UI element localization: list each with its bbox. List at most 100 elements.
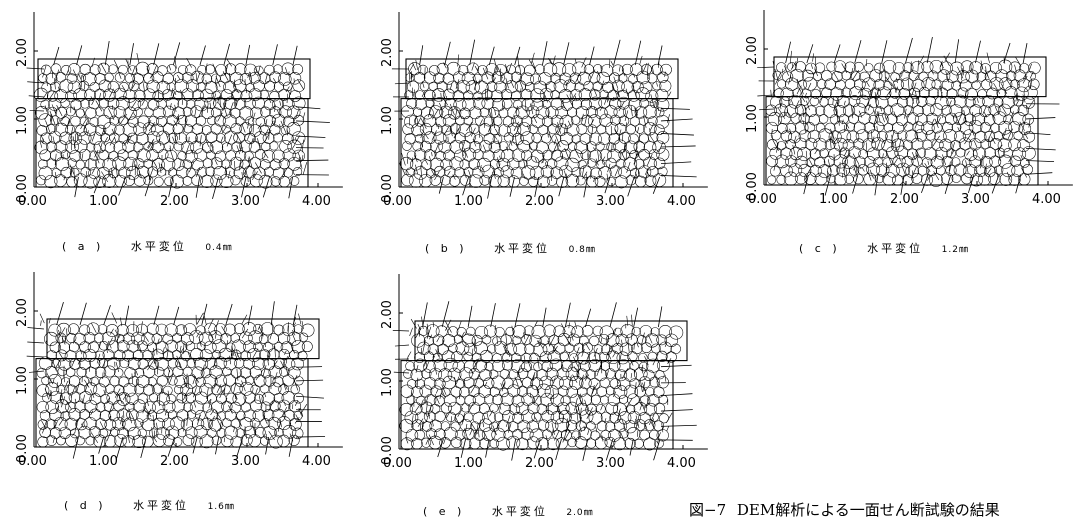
particle: [539, 87, 553, 101]
particle: [498, 402, 512, 416]
particle: [594, 176, 606, 187]
particle: [638, 148, 650, 161]
contact-force-line: [993, 82, 1001, 94]
specimen-assembly: [392, 301, 697, 461]
boundary-force-line: [905, 37, 913, 64]
particle: [984, 165, 996, 178]
boundary-force-line: [241, 176, 247, 198]
particle: [644, 333, 660, 348]
particle: [431, 123, 443, 136]
contact-force-line: [46, 372, 54, 385]
particle: [489, 386, 500, 397]
particle: [222, 114, 237, 129]
particle: [521, 377, 534, 389]
particle: [562, 63, 577, 78]
particle: [482, 410, 497, 425]
particle: [414, 352, 426, 364]
side-force-line: [660, 107, 690, 110]
particle: [432, 97, 446, 111]
contact-force-line: [131, 65, 136, 77]
particle: [450, 421, 461, 432]
particle: [598, 132, 611, 145]
particle: [580, 114, 593, 127]
contact-force-line: [247, 71, 250, 78]
boundary-force-line: [1022, 43, 1028, 64]
particle: [609, 114, 621, 126]
particle: [517, 368, 529, 380]
particle: [635, 124, 645, 134]
particle: [438, 368, 453, 383]
contact-force-line: [265, 119, 268, 127]
particle: [197, 65, 207, 75]
boundary-force-line: [583, 176, 588, 198]
particle: [419, 384, 433, 398]
contact-force-line: [73, 106, 78, 116]
particle: [588, 351, 601, 364]
particle: [885, 129, 899, 144]
particle: [521, 353, 532, 364]
particle: [548, 334, 560, 346]
contact-force-line: [161, 79, 163, 84]
particle: [114, 349, 126, 362]
contact-force-line: [233, 79, 236, 88]
contact-force-line: [867, 104, 871, 111]
particle: [233, 79, 247, 93]
particle: [858, 112, 871, 125]
particle: [770, 130, 782, 141]
particle: [892, 79, 904, 91]
contact-force-line: [475, 374, 480, 385]
contact-force-line: [268, 98, 272, 104]
particle: [247, 348, 261, 362]
particle: [600, 411, 612, 423]
contact-force-line: [94, 151, 100, 164]
contact-force-line: [42, 138, 44, 143]
particle: [881, 139, 895, 153]
figure-number: 図−7: [689, 501, 727, 519]
particle: [119, 357, 130, 368]
contact-force-line: [575, 347, 580, 358]
particle: [273, 64, 283, 75]
particle: [805, 105, 817, 117]
contact-force-line: [409, 327, 413, 336]
particle: [934, 95, 949, 110]
particle: [65, 90, 78, 103]
contact-force-line: [633, 342, 635, 350]
particle: [110, 426, 120, 437]
particle: [85, 435, 95, 446]
side-force-line: [660, 118, 693, 122]
particle: [177, 98, 188, 109]
contact-force-line: [477, 428, 480, 438]
particle: [259, 159, 271, 170]
contact-force-line: [907, 79, 910, 92]
contact-force-line: [841, 89, 845, 95]
contact-force-line: [432, 108, 439, 120]
particle: [577, 159, 587, 169]
contact-force-line: [562, 414, 564, 424]
particle: [248, 88, 262, 101]
contact-force-line: [56, 382, 58, 390]
contact-force-line: [217, 95, 221, 104]
particle: [550, 114, 564, 128]
contact-force-line: [877, 111, 880, 117]
contact-force-line: [876, 126, 878, 132]
contact-force-line: [135, 370, 138, 376]
contact-force-line: [172, 136, 175, 143]
contact-force-line: [77, 357, 82, 365]
contact-force-line: [827, 159, 832, 173]
particle: [589, 96, 603, 110]
particle: [665, 351, 677, 363]
particle: [588, 358, 602, 373]
particle: [131, 331, 145, 346]
particle: [543, 62, 558, 77]
contact-force-line: [638, 133, 641, 143]
particle: [245, 116, 255, 126]
contact-force-line: [884, 69, 886, 82]
contact-force-line: [160, 163, 163, 170]
particle: [549, 358, 563, 372]
contact-force-line: [632, 73, 636, 78]
contact-force-line: [292, 330, 296, 336]
particle: [190, 435, 203, 448]
particle: [859, 71, 870, 83]
contact-force-line: [641, 367, 644, 374]
contact-force-line: [257, 138, 261, 151]
